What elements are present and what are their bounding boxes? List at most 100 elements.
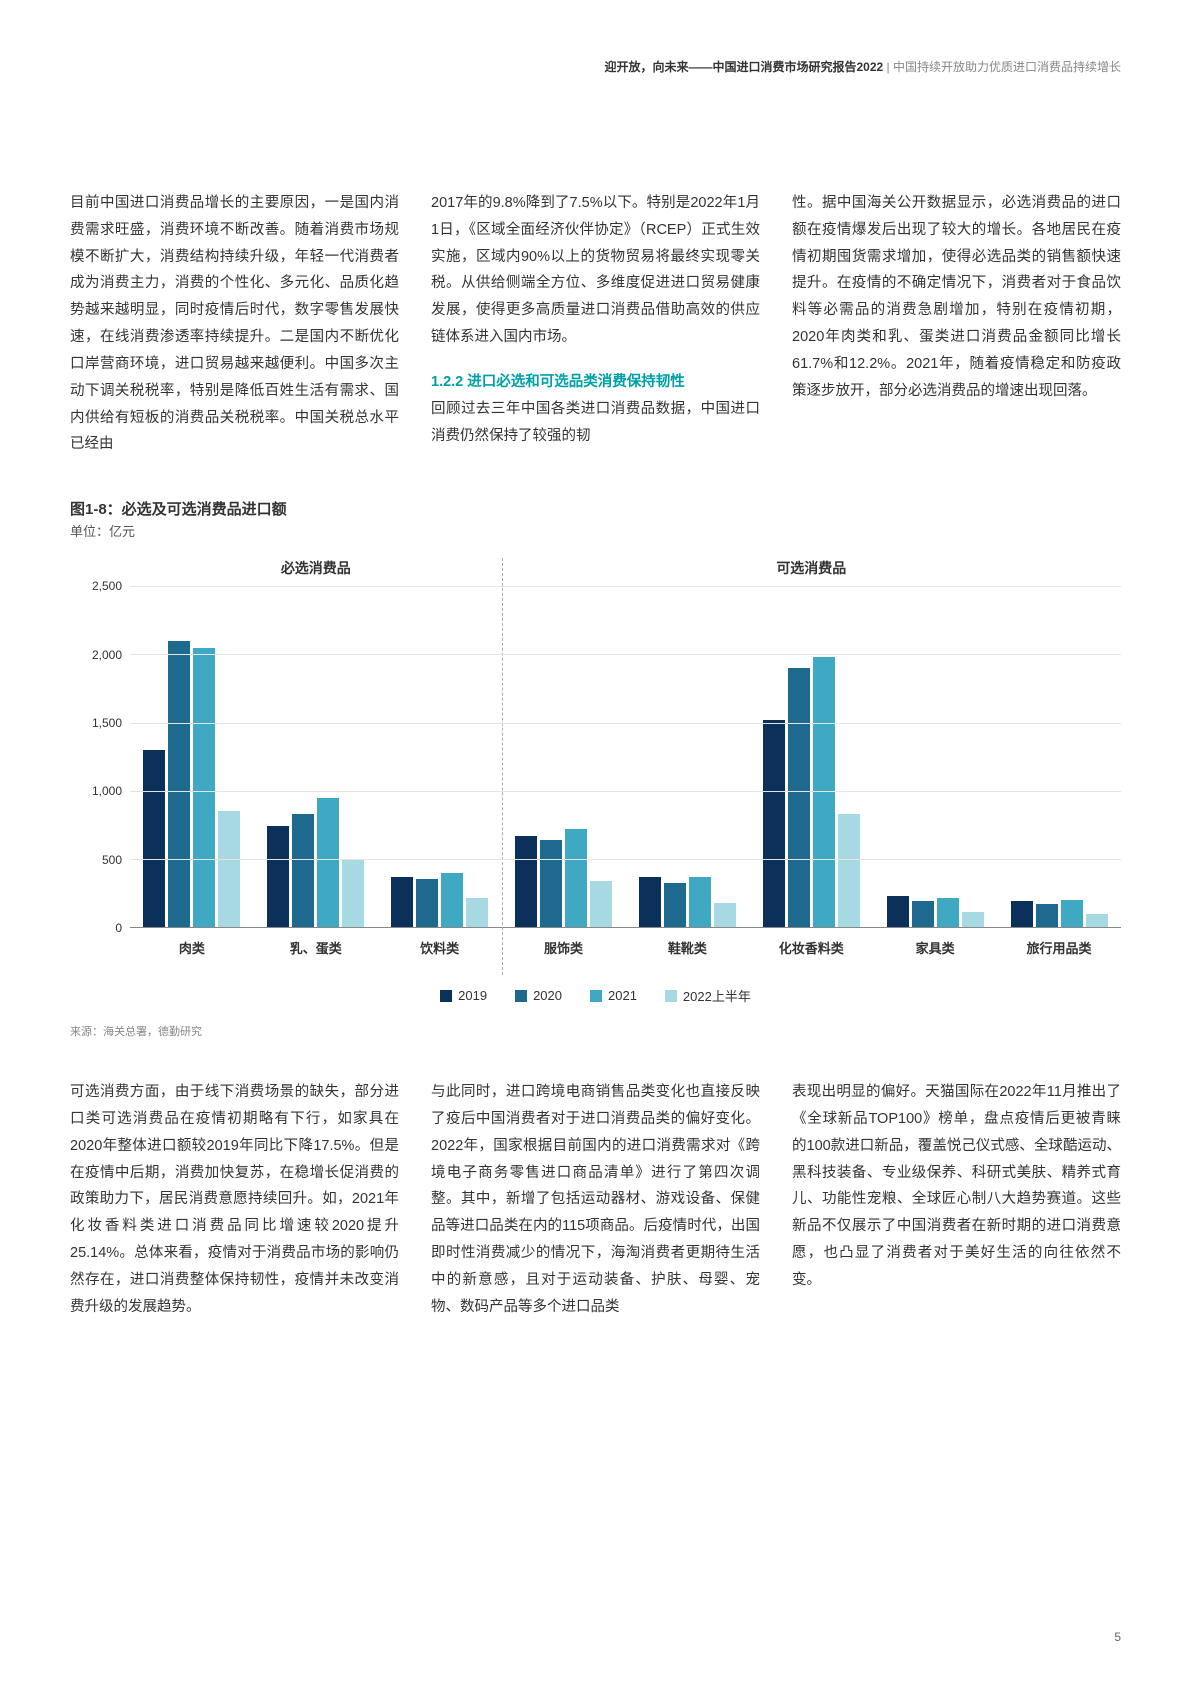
chart-bar bbox=[937, 898, 959, 927]
legend-swatch bbox=[440, 990, 452, 1002]
chart-bar bbox=[689, 877, 711, 927]
chart-bar bbox=[714, 903, 736, 928]
chart-gridline bbox=[130, 791, 1121, 792]
chart-category-label: 乳、蛋类 bbox=[254, 930, 378, 978]
chart-bar bbox=[292, 814, 314, 927]
group-label-essential: 必选消费品 bbox=[130, 558, 502, 578]
chart-category-label: 饮料类 bbox=[378, 930, 502, 978]
top-text-section: 目前中国进口消费品增长的主要原因，一是国内消费需求旺盛，消费环境不断改善。随着消… bbox=[70, 190, 1121, 458]
chart-category-group bbox=[626, 586, 750, 927]
chart-bar bbox=[143, 750, 165, 927]
top-col-3: 性。据中国海关公开数据显示，必选消费品的进口额在疫情爆发后出现了较大的增长。各地… bbox=[792, 190, 1121, 458]
chart-y-axis: 05001,0001,5002,0002,500 bbox=[70, 586, 130, 928]
chart-block: 图1-8：必选及可选消费品进口额 单位：亿元 必选消费品 可选消费品 0 500 1… bbox=[70, 498, 1121, 1039]
chart-bar bbox=[1086, 914, 1108, 928]
top-col-2: 2017年的9.8%降到了7.5%以下。特别是2022年1月1日，《区域全面经济… bbox=[431, 190, 760, 458]
chart-category-label: 服饰类 bbox=[502, 930, 626, 978]
chart-bar bbox=[590, 881, 612, 927]
chart-bar bbox=[664, 883, 686, 927]
legend-swatch bbox=[665, 990, 677, 1002]
chart-y-tick: 1,500 bbox=[92, 716, 122, 730]
chart-category-label: 化妆香料类 bbox=[749, 930, 873, 978]
chart-bar bbox=[1036, 904, 1058, 927]
chart-category-group bbox=[378, 586, 502, 927]
group-label-optional: 可选消费品 bbox=[502, 558, 1121, 578]
chart-category-label: 家具类 bbox=[873, 930, 997, 978]
chart-bar bbox=[565, 829, 587, 927]
top-col-1: 目前中国进口消费品增长的主要原因，一是国内消费需求旺盛，消费环境不断改善。随着消… bbox=[70, 190, 399, 458]
chart-bar bbox=[763, 720, 785, 927]
chart-group-labels: 必选消费品 可选消费品 bbox=[70, 558, 1121, 578]
chart-gridline bbox=[130, 586, 1121, 587]
page-number: 5 bbox=[1114, 1630, 1121, 1644]
legend-label: 2019 bbox=[458, 988, 487, 1003]
chart-y-tick: 500 bbox=[102, 853, 122, 867]
bottom-text-section: 可选消费方面，由于线下消费场景的缺失，部分进口类可选消费品在疫情初期略有下行，如… bbox=[70, 1079, 1121, 1320]
chart-bar bbox=[838, 814, 860, 927]
chart-bar bbox=[218, 811, 240, 927]
chart-category-label: 旅行用品类 bbox=[997, 930, 1121, 978]
chart-unit: 单位：亿元 bbox=[70, 521, 1121, 540]
chart-category-label: 鞋靴类 bbox=[626, 930, 750, 978]
header-title-bold: 迎开放，向未来——中国进口消费市场研究报告2022 bbox=[605, 60, 884, 74]
chart-y-tick: 1,000 bbox=[92, 784, 122, 798]
chart-wrap: 必选消费品 可选消费品 0 500 1,000 1,500 2,000 2,500 肉类乳… bbox=[70, 558, 1121, 978]
legend-label: 2022上半年 bbox=[683, 986, 751, 1005]
chart-legend-item: 2021 bbox=[590, 986, 637, 1005]
chart-y-tick: 2,500 bbox=[92, 579, 122, 593]
legend-label: 2020 bbox=[533, 988, 562, 1003]
chart-bar bbox=[317, 798, 339, 928]
chart-bar bbox=[813, 657, 835, 927]
chart-bar bbox=[168, 641, 190, 927]
chart-gridline bbox=[130, 723, 1121, 724]
chart-category-group bbox=[873, 586, 997, 927]
chart-bar bbox=[912, 901, 934, 927]
chart-bar bbox=[193, 648, 215, 928]
legend-swatch bbox=[515, 990, 527, 1002]
bottom-col-1: 可选消费方面，由于线下消费场景的缺失，部分进口类可选消费品在疫情初期略有下行，如… bbox=[70, 1079, 399, 1320]
page-header: 迎开放，向未来——中国进口消费市场研究报告2022 | 中国持续开放助力优质进口… bbox=[605, 58, 1122, 75]
top-col2-p1: 2017年的9.8%降到了7.5%以下。特别是2022年1月1日，《区域全面经济… bbox=[431, 190, 760, 351]
chart-legend-item: 2022上半年 bbox=[665, 986, 751, 1005]
bottom-col-3: 表现出明显的偏好。天猫国际在2022年11月推出了《全球新品TOP100》榜单，… bbox=[792, 1079, 1121, 1320]
legend-swatch bbox=[590, 990, 602, 1002]
chart-bar bbox=[1061, 900, 1083, 927]
chart-group-divider bbox=[502, 558, 503, 975]
chart-category-group bbox=[749, 586, 873, 927]
chart-legend-item: 2019 bbox=[440, 986, 487, 1005]
chart-bar bbox=[515, 836, 537, 927]
chart-bar bbox=[466, 898, 488, 927]
chart-bar bbox=[1011, 901, 1033, 927]
chart-bar bbox=[416, 879, 438, 927]
chart-category-group bbox=[997, 586, 1121, 927]
chart-title: 图1-8：必选及可选消费品进口额 bbox=[70, 498, 1121, 519]
chart-bar bbox=[342, 859, 364, 927]
chart-gridline bbox=[130, 859, 1121, 860]
chart-bar bbox=[391, 877, 413, 927]
legend-label: 2021 bbox=[608, 988, 637, 1003]
chart-category-group bbox=[502, 586, 626, 927]
top-col2-p2: 回顾过去三年中国各类进口消费品数据，中国进口消费仍然保持了较强的韧 bbox=[431, 396, 760, 450]
chart-plot-area bbox=[130, 586, 1121, 928]
chart-category-label: 肉类 bbox=[130, 930, 254, 978]
chart-bar bbox=[887, 896, 909, 927]
chart-categories: 肉类乳、蛋类饮料类服饰类鞋靴类化妆香料类家具类旅行用品类 bbox=[130, 930, 1121, 978]
chart-bars-container bbox=[130, 586, 1121, 927]
chart-y-tick: 2,000 bbox=[92, 648, 122, 662]
chart-legend-item: 2020 bbox=[515, 986, 562, 1005]
chart-bar bbox=[267, 826, 289, 927]
bottom-col-2: 与此同时，进口跨境电商销售品类变化也直接反映了疫后中国消费者对于进口消费品类的偏… bbox=[431, 1079, 760, 1320]
chart-source: 来源：海关总署，德勤研究 bbox=[70, 1023, 1121, 1039]
chart-bar bbox=[540, 840, 562, 927]
chart-bar bbox=[639, 877, 661, 927]
section-heading-122: 1.2.2 进口必选和可选品类消费保持韧性 bbox=[431, 369, 760, 396]
chart-bar bbox=[441, 873, 463, 928]
chart-bar bbox=[788, 668, 810, 927]
chart-category-group bbox=[130, 586, 254, 927]
chart-bar bbox=[962, 912, 984, 927]
header-title-gray: | 中国持续开放助力优质进口消费品持续增长 bbox=[883, 60, 1121, 74]
chart-y-tick: 0 bbox=[115, 921, 122, 935]
chart-category-group bbox=[254, 586, 378, 927]
chart-gridline bbox=[130, 654, 1121, 655]
chart-legend: 2019 2020 2021 2022上半年 bbox=[70, 986, 1121, 1005]
